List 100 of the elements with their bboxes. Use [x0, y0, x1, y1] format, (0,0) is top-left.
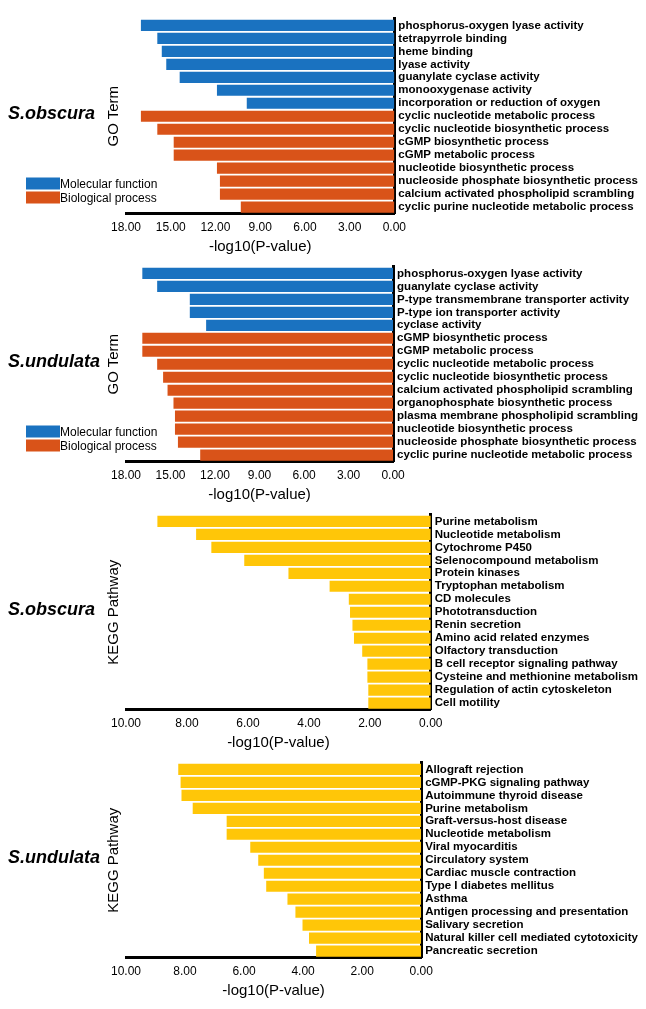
x-axis-title: -log10(P-value)	[222, 981, 325, 999]
x-tick-label: 6.00	[293, 220, 317, 235]
bar	[157, 32, 395, 44]
y-tick-label: cGMP metabolic process	[397, 344, 534, 357]
bar	[353, 632, 431, 644]
y-tick-label: cGMP-PKG signaling pathway	[425, 775, 590, 788]
bar	[179, 71, 395, 83]
y-tick-label: cGMP metabolic process	[398, 148, 535, 161]
y-tick-label: cyclic nucleotide metabolic process	[397, 357, 594, 370]
bar	[362, 645, 431, 657]
bar	[163, 371, 394, 383]
bar	[329, 580, 431, 592]
bar	[174, 423, 394, 435]
bar	[216, 84, 395, 96]
bar	[258, 854, 422, 866]
bar	[167, 384, 394, 396]
y-tick-label: Amino acid related enzymes	[434, 631, 590, 644]
x-tick-label: 0.00	[382, 220, 407, 235]
bar	[189, 306, 394, 318]
x-axis-title: -log10(P-value)	[227, 733, 330, 751]
bar	[192, 802, 422, 814]
x-tick-label: 12.00	[200, 220, 231, 235]
bar	[142, 267, 394, 279]
y-tick-label: cyclic purine nucleotide metabolic process	[398, 200, 634, 213]
x-tick-label: 8.00	[175, 716, 199, 731]
y-tick-label: nucleotide biosynthetic process	[398, 161, 575, 174]
legend-label: Biological process	[60, 190, 157, 205]
y-tick-label: Graft-versus-host disease	[425, 814, 568, 827]
y-tick-label: cGMP biosynthetic process	[398, 135, 549, 148]
y-tick-label: Circulatory system	[425, 853, 529, 866]
bar	[161, 45, 395, 57]
bar	[140, 19, 395, 31]
bar	[266, 880, 422, 892]
y-tick-label: calcium activated phospholipid scrambling	[397, 383, 633, 396]
legend-label: Molecular function	[60, 424, 158, 439]
y-tick-label: Salivary secretion	[425, 918, 524, 931]
bar	[173, 136, 395, 148]
y-tick-label: Phototransduction	[434, 605, 538, 618]
y-tick-label: Antigen processing and presentation	[425, 905, 629, 918]
bar	[350, 606, 431, 618]
x-tick-label: 4.00	[297, 716, 321, 731]
y-tick-label: Renin secretion	[434, 618, 522, 631]
y-tick-label: P-type transmembrane transporter activity	[397, 292, 630, 305]
y-tick-label: Autoimmune thyroid disease	[425, 788, 584, 801]
x-tick-label: 2.00	[358, 716, 382, 731]
y-tick-label: cyclic nucleotide metabolic process	[398, 109, 596, 122]
bar	[174, 410, 394, 422]
bar	[368, 697, 431, 709]
y-tick-label: organophosphate biosynthetic process	[397, 396, 613, 409]
bar	[206, 319, 394, 331]
y-tick-label: Asthma	[425, 892, 468, 905]
y-tick-label: cyclase activity	[397, 318, 483, 331]
bar	[295, 906, 422, 918]
x-tick-label: 4.00	[291, 964, 316, 979]
y-tick-label: cyclic nucleotide biosynthetic process	[398, 122, 610, 135]
bar	[157, 515, 431, 527]
x-tick-label: 0.00	[409, 964, 434, 979]
x-tick-label: 15.00	[155, 468, 186, 483]
y-tick-label: plasma membrane phospholipid scrambling	[397, 409, 639, 422]
bar	[263, 867, 422, 879]
bar	[226, 815, 422, 827]
y-tick-label: Purine metabolism	[434, 514, 538, 527]
bar	[177, 436, 394, 448]
bar	[219, 188, 395, 200]
bar	[302, 919, 422, 931]
bar	[157, 358, 394, 370]
y-tick-label: Pancreatic secretion	[425, 944, 538, 957]
y-tick-label: lyase activity	[398, 57, 471, 70]
y-tick-label: Viral myocarditis	[425, 840, 518, 853]
text: S.obscura	[8, 103, 96, 124]
y-tick-label: nucleotide biosynthetic process	[397, 422, 573, 435]
bar	[219, 175, 395, 187]
y-tick-label: cyclic purine nucleotide metabolic process	[397, 448, 633, 461]
bar	[140, 110, 395, 122]
bar	[189, 293, 394, 305]
y-tick-label: heme binding	[398, 44, 474, 57]
y-tick-label: Nucleotide metabolism	[425, 827, 552, 840]
y-tick-label: Nucleotide metabolism	[434, 527, 561, 540]
x-tick-label: 9.00	[247, 468, 272, 483]
y-tick-label: Type I diabetes mellitus	[425, 879, 555, 892]
y-tick-label: Selenocompound metabolism	[434, 553, 599, 566]
y-tick-label: guanylate cyclase activity	[398, 70, 541, 83]
bar	[157, 123, 395, 135]
x-tick-label: 2.00	[350, 964, 375, 979]
x-tick-label: 18.00	[110, 468, 142, 483]
bar	[181, 789, 422, 801]
x-tick-label: 8.00	[173, 964, 198, 979]
bar	[211, 541, 431, 553]
y-tick-label: incorporation or reduction of oxygen	[398, 96, 601, 109]
y-tick-label: Cardiac muscle contraction	[425, 866, 576, 879]
bar	[178, 763, 422, 775]
y-axis-title: KEGG Pathway	[104, 559, 122, 665]
bar	[180, 776, 422, 788]
y-tick-label: calcium activated phospholipid scrambling	[398, 187, 635, 200]
y-tick-label: Olfactory transduction	[434, 644, 559, 657]
x-tick-label: 15.00	[155, 220, 187, 235]
bar	[352, 619, 431, 631]
x-tick-label: 0.00	[419, 716, 443, 731]
bar	[157, 280, 394, 292]
bar	[246, 97, 395, 109]
